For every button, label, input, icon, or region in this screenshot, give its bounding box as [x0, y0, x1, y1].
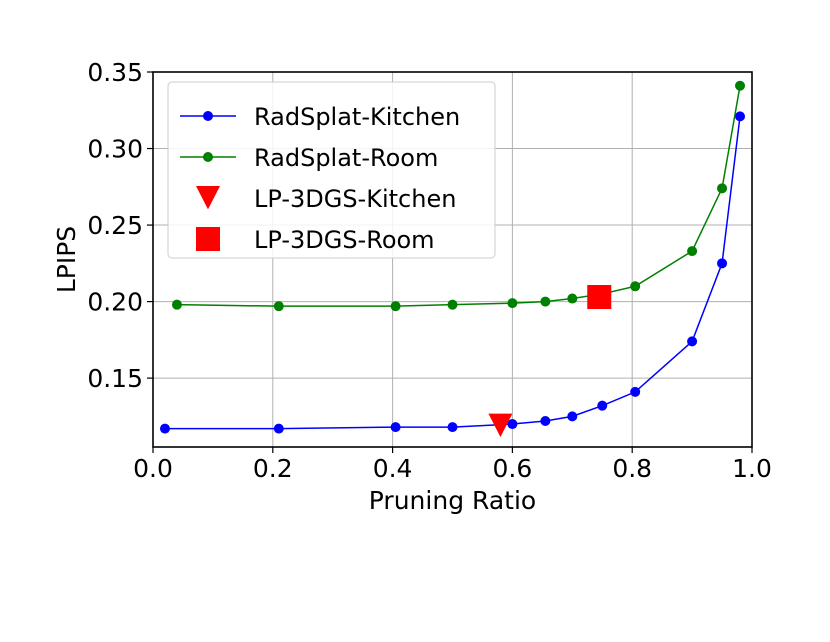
data-point [567, 293, 578, 304]
series-lp-3dgs-kitchen [488, 413, 513, 437]
data-point [390, 301, 401, 312]
legend-label: LP-3DGS-Room [254, 226, 435, 254]
data-point [687, 246, 698, 257]
data-point [597, 400, 608, 411]
x-axis-label: Pruning Ratio [369, 486, 536, 515]
data-point [630, 386, 641, 397]
series-line [164, 116, 741, 430]
data-point [717, 258, 728, 269]
series [159, 80, 746, 437]
data-point [507, 419, 518, 430]
data-point [735, 80, 746, 91]
legend-item: LP-3DGS-Kitchen [196, 185, 456, 213]
y-axis-label: LPIPS [52, 226, 81, 293]
legend-marker [203, 152, 213, 162]
x-tick-label: 1.0 [732, 454, 772, 483]
data-point [447, 299, 458, 310]
legend-item: LP-3DGS-Room [196, 226, 435, 254]
legend-marker [196, 227, 220, 251]
data-point [488, 413, 513, 437]
data-point [687, 336, 698, 347]
data-point [273, 301, 284, 312]
x-tick-label: 0.6 [493, 454, 533, 483]
legend-marker [196, 186, 220, 210]
series-radsplat-room [171, 80, 746, 312]
plot-area-frame [152, 71, 753, 448]
series-radsplat-kitchen [159, 111, 746, 434]
data-point [447, 422, 458, 433]
x-tick-label: 0.0 [133, 454, 173, 483]
legend-item: RadSplat-Room [180, 144, 438, 172]
data-point [540, 415, 551, 426]
y-tick-label: 0.15 [87, 364, 143, 393]
data-point [567, 411, 578, 422]
data-point [587, 285, 612, 309]
x-tick-label: 0.2 [253, 454, 293, 483]
series-line [176, 85, 741, 307]
data-point [630, 281, 641, 292]
y-tick-label: 0.35 [87, 58, 143, 87]
data-point [171, 299, 182, 310]
series-lp-3dgs-room [587, 285, 612, 309]
legend-label: LP-3DGS-Kitchen [254, 185, 456, 213]
x-tick-label: 0.8 [612, 454, 652, 483]
legend-item: RadSplat-Kitchen [180, 103, 460, 131]
data-point [390, 422, 401, 433]
y-tick-label: 0.30 [87, 135, 143, 164]
x-tick-label: 0.4 [373, 454, 413, 483]
y-tick-label: 0.25 [87, 211, 143, 240]
data-point [273, 423, 284, 434]
y-tick-label: 0.20 [87, 288, 143, 317]
legend: RadSplat-Kitchen RadSplat-Room LP-3DGS-Kit… [167, 81, 496, 259]
legend-label: RadSplat-Room [254, 144, 438, 172]
data-point [540, 296, 551, 307]
data-point [735, 111, 746, 122]
data-point [717, 183, 728, 194]
axis-ticks: 0.0 0.2 0.4 0.6 0.8 1.0 0.15 0.20 0.25 0.30 0.35 [87, 58, 772, 483]
legend-label: RadSplat-Kitchen [254, 103, 460, 131]
data-point [507, 298, 518, 309]
legend-box [167, 81, 496, 259]
data-point [159, 423, 170, 434]
legend-marker [203, 111, 213, 121]
